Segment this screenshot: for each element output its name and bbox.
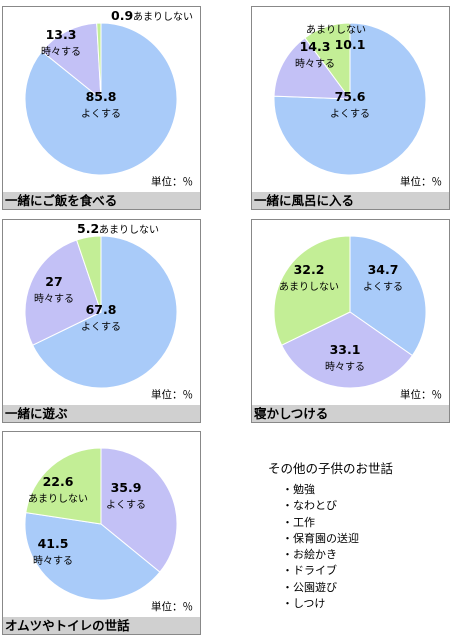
pie-slice xyxy=(24,512,161,601)
pie-slice xyxy=(41,22,102,101)
chart-caption: オムツやトイレの世話 xyxy=(3,617,200,634)
pie-slice xyxy=(273,37,352,100)
chart-caption: 一緒に遊ぶ xyxy=(3,405,200,422)
pie-category-label: あまりしない xyxy=(99,224,159,236)
other-care-item: ・なわとび xyxy=(282,499,337,513)
pie-slice xyxy=(304,22,351,101)
pie-chart: 85.8 よくする 13.3 時々する 0.9 あまりしない xyxy=(24,8,193,176)
other-care-item: ・勉強 xyxy=(282,483,315,496)
other-care-item: ・お絵かき xyxy=(282,548,337,562)
pie-value-label: 85.8 xyxy=(86,89,117,104)
pie-category-label: よくする xyxy=(330,108,370,120)
pie-value-label: 33.1 xyxy=(330,342,361,357)
pie-value-label: 22.6 xyxy=(43,474,74,489)
pie-category-label: よくする xyxy=(363,281,403,293)
pie-category-label: 時々する xyxy=(295,58,335,70)
pie-value-label: 75.6 xyxy=(335,89,366,104)
pie-chart: 67.8 よくする 27 時々する 5.2 あまりしない xyxy=(24,221,178,389)
unit-label: 単位：％ xyxy=(151,176,193,188)
pie-panel-play: 67.8 よくする 27 時々する 5.2 あまりしない単位：％ 一緒に遊ぶ xyxy=(2,219,201,423)
other-care-item: ・保育園の送迎 xyxy=(282,531,359,545)
pie-slice xyxy=(273,235,351,346)
pie-slice xyxy=(24,239,102,346)
pie-category-label: 時々する xyxy=(41,46,81,58)
pie-slice xyxy=(273,22,427,176)
chart-caption: 一緒に風呂に入る xyxy=(252,192,449,209)
pie-chart: 35.9 よくする 41.5 時々する 22.6 あまりしない xyxy=(24,447,178,601)
other-care-item: ・しつけ xyxy=(282,597,326,611)
pie-panel-bath: 75.6 よくする 14.3 時々する 10.1 あまりしない単位：％ 一緒に風呂に入る xyxy=(251,6,450,210)
pie-slice xyxy=(96,22,102,100)
pie-panel-bedtime: 34.7 よくする 33.1 時々する 32.2 あまりしない単位：％ 寝かしつける xyxy=(251,219,450,423)
pie-category-label: よくする xyxy=(81,321,121,333)
other-care-list: ・勉強 ・なわとび ・工作 ・保育園の送迎 ・お絵かき ・ドライブ ・公園遊び … xyxy=(268,482,448,612)
pie-value-label: 67.8 xyxy=(86,302,117,317)
pie-value-label: 13.3 xyxy=(46,27,77,42)
pie-value-label: 41.5 xyxy=(38,536,69,551)
pie-category-label: あまりしない xyxy=(133,11,193,23)
pie-value-label: 27 xyxy=(45,274,62,289)
other-care-title: その他の子供のお世話 xyxy=(268,461,394,476)
unit-label: 単位：％ xyxy=(151,389,193,401)
pie-category-label: 時々する xyxy=(33,555,73,567)
pie-slice xyxy=(25,447,102,525)
unit-label: 単位：％ xyxy=(400,176,442,188)
other-care-item: ・ドライブ xyxy=(282,564,337,578)
pie-value-label: 32.2 xyxy=(294,262,325,277)
pie-panel-diapers: 35.9 よくする 41.5 時々する 22.6 あまりしない単位：％ オムツやトイレの世話 xyxy=(2,431,201,635)
pie-slice xyxy=(75,235,102,313)
pie-category-label: 時々する xyxy=(34,293,74,305)
pie-slice xyxy=(100,447,178,573)
other-care-box: その他の子供のお世話 ・勉強 ・なわとび ・工作 ・保育園の送迎 ・お絵かき ・… xyxy=(268,458,448,612)
pie-value-label: 34.7 xyxy=(368,262,399,277)
pie-category-label: あまりしない xyxy=(306,24,366,36)
pie-value-label: 5.2 xyxy=(77,221,99,236)
pie-category-label: よくする xyxy=(106,499,146,511)
pie-value-label: 35.9 xyxy=(111,480,142,495)
pie-category-label: あまりしない xyxy=(279,281,339,293)
unit-label: 単位：％ xyxy=(400,389,442,401)
pie-value-label: 0.9 xyxy=(111,8,133,23)
unit-label: 単位：％ xyxy=(151,601,193,613)
pie-category-label: 時々する xyxy=(325,361,365,373)
pie-category-label: あまりしない xyxy=(28,493,88,505)
chart-caption: 寝かしつける xyxy=(252,405,449,422)
pie-slice xyxy=(349,235,427,357)
other-care-item: ・工作 xyxy=(282,515,315,529)
pie-chart: 34.7 よくする 33.1 時々する 32.2 あまりしない xyxy=(273,235,427,389)
pie-slice xyxy=(280,311,414,389)
other-care-item: ・公園遊び xyxy=(282,580,337,594)
pie-slice xyxy=(31,235,178,389)
pie-value-label: 14.3 xyxy=(300,39,331,54)
chart-caption: 一緒にご飯を食べる xyxy=(3,192,200,209)
pie-category-label: よくする xyxy=(81,108,121,120)
pie-value-label: 10.1 xyxy=(335,37,366,52)
pie-panel-meals: 85.8 よくする 13.3 時々する 0.9 あまりしない単位：％ 一緒にご飯を食べる xyxy=(2,6,201,210)
